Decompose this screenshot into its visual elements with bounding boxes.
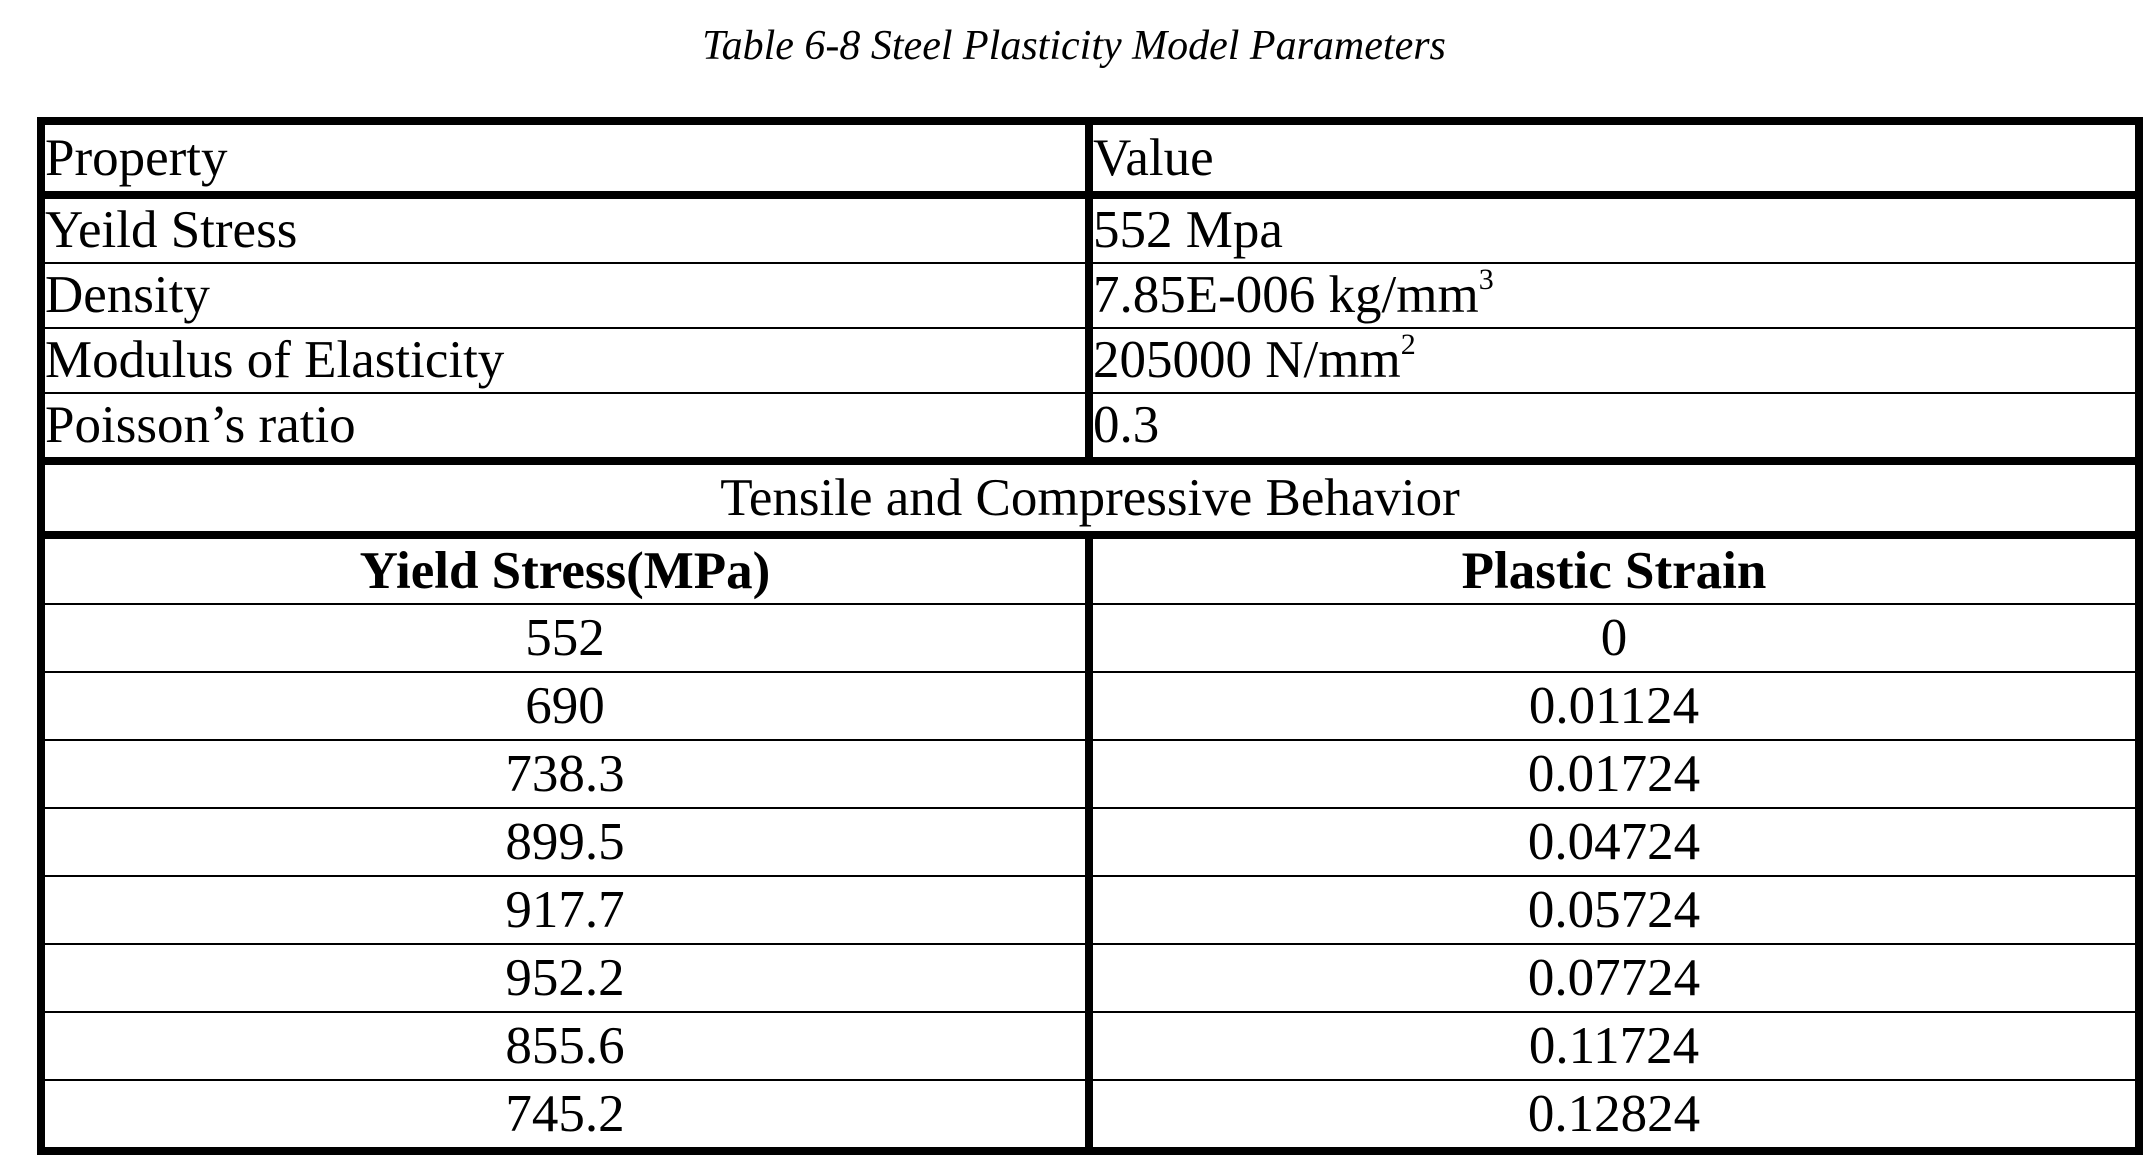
plastic-strain-cell: 0.11724 [1089,1012,2139,1081]
property-value-text: 552 Mpa [1093,201,1283,259]
yield-stress-cell: 690 [41,672,1093,741]
table-row: 899.5 0.04724 [41,808,2139,877]
yield-stress-cell: 738.3 [41,740,1093,809]
yield-stress-header: Yield Stress(MPa) [41,535,1093,605]
property-value: 552 Mpa [1089,194,2139,264]
plastic-strain-cell: 0.05724 [1089,876,2139,945]
yield-stress-cell: 917.7 [41,876,1093,945]
table-row: 855.6 0.11724 [41,1012,2139,1081]
table-caption: Table 6-8 Steel Plasticity Model Paramet… [702,23,1446,69]
property-header: Property [41,121,1093,199]
property-row: Modulus of Elasticity 205000 N/mm2 [41,327,2139,394]
plastic-strain-cell: 0.01724 [1089,740,2139,809]
behavior-section-title: Tensile and Compressive Behavior [41,461,2139,539]
property-name: Modulus of Elasticity [41,327,1093,394]
property-value: 0.3 [1089,392,2139,465]
plastic-strain-cell: 0 [1089,604,2139,673]
yield-stress-cell: 855.6 [41,1012,1093,1081]
property-name: Density [41,262,1093,329]
plastic-strain-cell: 0.07724 [1089,944,2139,1013]
behavior-header-row: Yield Stress(MPa) Plastic Strain [41,535,2139,605]
property-name: Poisson’s ratio [41,392,1093,465]
property-header-row: Property Value [41,121,2139,199]
property-value: 7.85E-006 kg/mm3 [1089,262,2139,329]
property-value: 205000 N/mm2 [1089,327,2139,394]
property-value-exponent: 3 [1478,263,1494,296]
plastic-strain-cell: 0.01124 [1089,672,2139,741]
property-value-text: 0.3 [1093,396,1160,454]
steel-plasticity-table: Property Value Yeild Stress 552 Mpa Dens… [37,117,2143,1155]
property-row: Yeild Stress 552 Mpa [41,194,2139,264]
property-value-text: 7.85E-006 kg/mm [1093,266,1479,324]
yield-stress-cell: 745.2 [41,1080,1093,1151]
plastic-strain-header: Plastic Strain [1089,535,2139,605]
property-value-text: 205000 N/mm [1093,331,1401,389]
yield-stress-cell: 899.5 [41,808,1093,877]
table-row: 552 0 [41,604,2139,673]
plastic-strain-cell: 0.04724 [1089,808,2139,877]
property-row: Density 7.85E-006 kg/mm3 [41,262,2139,329]
plastic-strain-cell: 0.12824 [1527,1084,1701,1143]
table-row: 690 0.01124 [41,672,2139,741]
table-row: 952.2 0.07724 [41,944,2139,1013]
property-name: Yeild Stress [41,194,1093,264]
yield-stress-cell: 552 [41,604,1093,673]
table-row: 745.2 0.12824 [41,1080,2139,1151]
yield-stress-cell: 952.2 [41,944,1093,1013]
table-row: 917.7 0.05724 [41,876,2139,945]
value-header: Value [1089,121,2139,199]
behavior-section-row: Tensile and Compressive Behavior [41,461,2139,539]
property-value-exponent: 2 [1400,328,1416,361]
property-row: Poisson’s ratio 0.3 [41,392,2139,465]
table-row: 738.3 0.01724 [41,740,2139,809]
